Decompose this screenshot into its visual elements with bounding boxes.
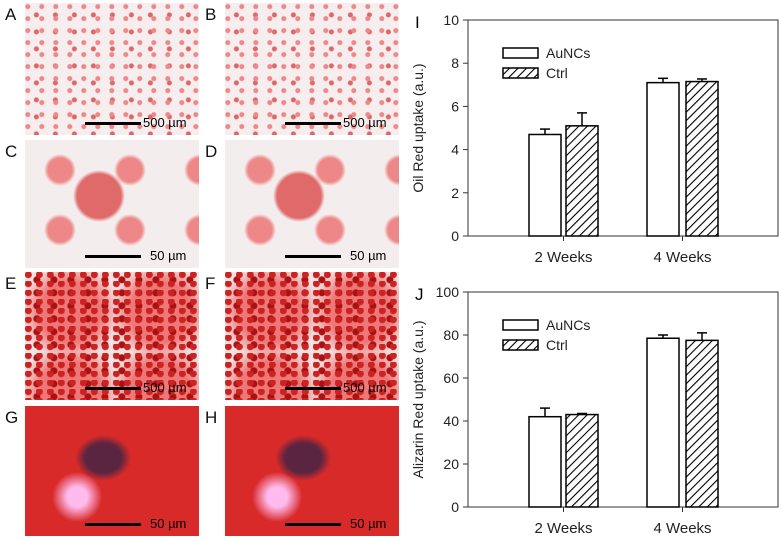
bar-ctrl-1	[565, 125, 599, 237]
y-tick-label: 0	[451, 228, 459, 244]
chart-label: I	[415, 13, 420, 32]
panel-label: B	[205, 5, 217, 24]
micrograph-C: 50 µm	[25, 140, 199, 268]
scale-bar-label: 500 µm	[143, 380, 187, 395]
micrograph-A: 500 µm	[25, 3, 199, 135]
y-tick-label: 8	[451, 55, 459, 71]
panel-label: C	[5, 142, 18, 161]
scale-bar-label: 500 µm	[143, 115, 187, 130]
legend-swatch	[502, 319, 539, 331]
y-tick-label: 6	[451, 98, 459, 114]
panel-label: A	[5, 5, 17, 24]
scale-bar	[85, 255, 141, 258]
y-tick-label: 2	[451, 185, 459, 201]
legend-label: AuNCs	[546, 45, 590, 61]
x-tick-label: 4 Weeks	[653, 249, 711, 266]
scale-bar-label: 50 µm	[350, 516, 387, 531]
micrograph-B: 500 µm	[225, 3, 399, 135]
scale-bar	[285, 387, 341, 390]
panel-label: H	[205, 408, 218, 427]
panel-label: E	[5, 274, 17, 293]
scale-bar-label: 50 µm	[150, 516, 187, 531]
y-tick-label: 20	[443, 456, 459, 472]
y-tick-label: 10	[443, 12, 459, 28]
bar-ctrl-2	[685, 80, 719, 237]
y-axis-label: Oil Red uptake (a.u.)	[410, 63, 426, 192]
panel-label: G	[5, 408, 19, 427]
y-axis-label: Alizarin Red uptake (a.u.)	[410, 321, 426, 479]
x-tick-label: 2 Weeks	[534, 249, 592, 266]
plot-frame	[467, 19, 779, 237]
scale-bar	[285, 523, 341, 526]
y-tick-label: 0	[451, 499, 459, 515]
x-tick-label: 4 Weeks	[653, 520, 711, 537]
scale-bar	[285, 122, 341, 125]
bar-auncs-1	[528, 133, 562, 237]
plot-frame	[467, 291, 779, 508]
bar-ctrl-1	[565, 413, 599, 508]
scale-bar	[85, 122, 141, 125]
legend-swatch	[502, 67, 539, 79]
x-tick-label: 2 Weeks	[534, 520, 592, 537]
y-tick-label: 4	[451, 142, 459, 158]
legend-swatch	[502, 47, 539, 59]
y-tick-label: 100	[436, 284, 460, 300]
bar-auncs-1	[528, 415, 562, 508]
scale-bar	[85, 387, 141, 390]
micrograph-E: 500 µm	[25, 272, 199, 400]
legend-swatch	[502, 339, 539, 351]
scale-bar-label: 500 µm	[343, 115, 387, 130]
scale-bar-label: 50 µm	[350, 248, 387, 263]
micrograph-F: 500 µm	[225, 272, 399, 400]
y-tick-label: 40	[443, 413, 459, 429]
legend-label: Ctrl	[546, 337, 568, 353]
legend-label: Ctrl	[546, 65, 568, 81]
y-tick-label: 60	[443, 370, 459, 386]
panel-label: D	[205, 142, 218, 161]
scale-bar-label: 500 µm	[343, 380, 387, 395]
legend-label: AuNCs	[546, 317, 590, 333]
micrograph-G: 50 µm	[25, 406, 199, 536]
micrograph-D: 50 µm	[225, 140, 399, 268]
scale-bar	[85, 523, 141, 526]
micrograph-H: 50 µm	[225, 406, 399, 536]
chart-label: J	[415, 285, 424, 304]
bar-auncs-2	[646, 337, 680, 508]
bar-ctrl-2	[685, 339, 719, 508]
bar-auncs-2	[646, 81, 680, 237]
panel-label: F	[205, 274, 216, 293]
scale-bar-label: 50 µm	[150, 248, 187, 263]
scale-bar	[285, 255, 341, 258]
y-tick-label: 80	[443, 327, 459, 343]
